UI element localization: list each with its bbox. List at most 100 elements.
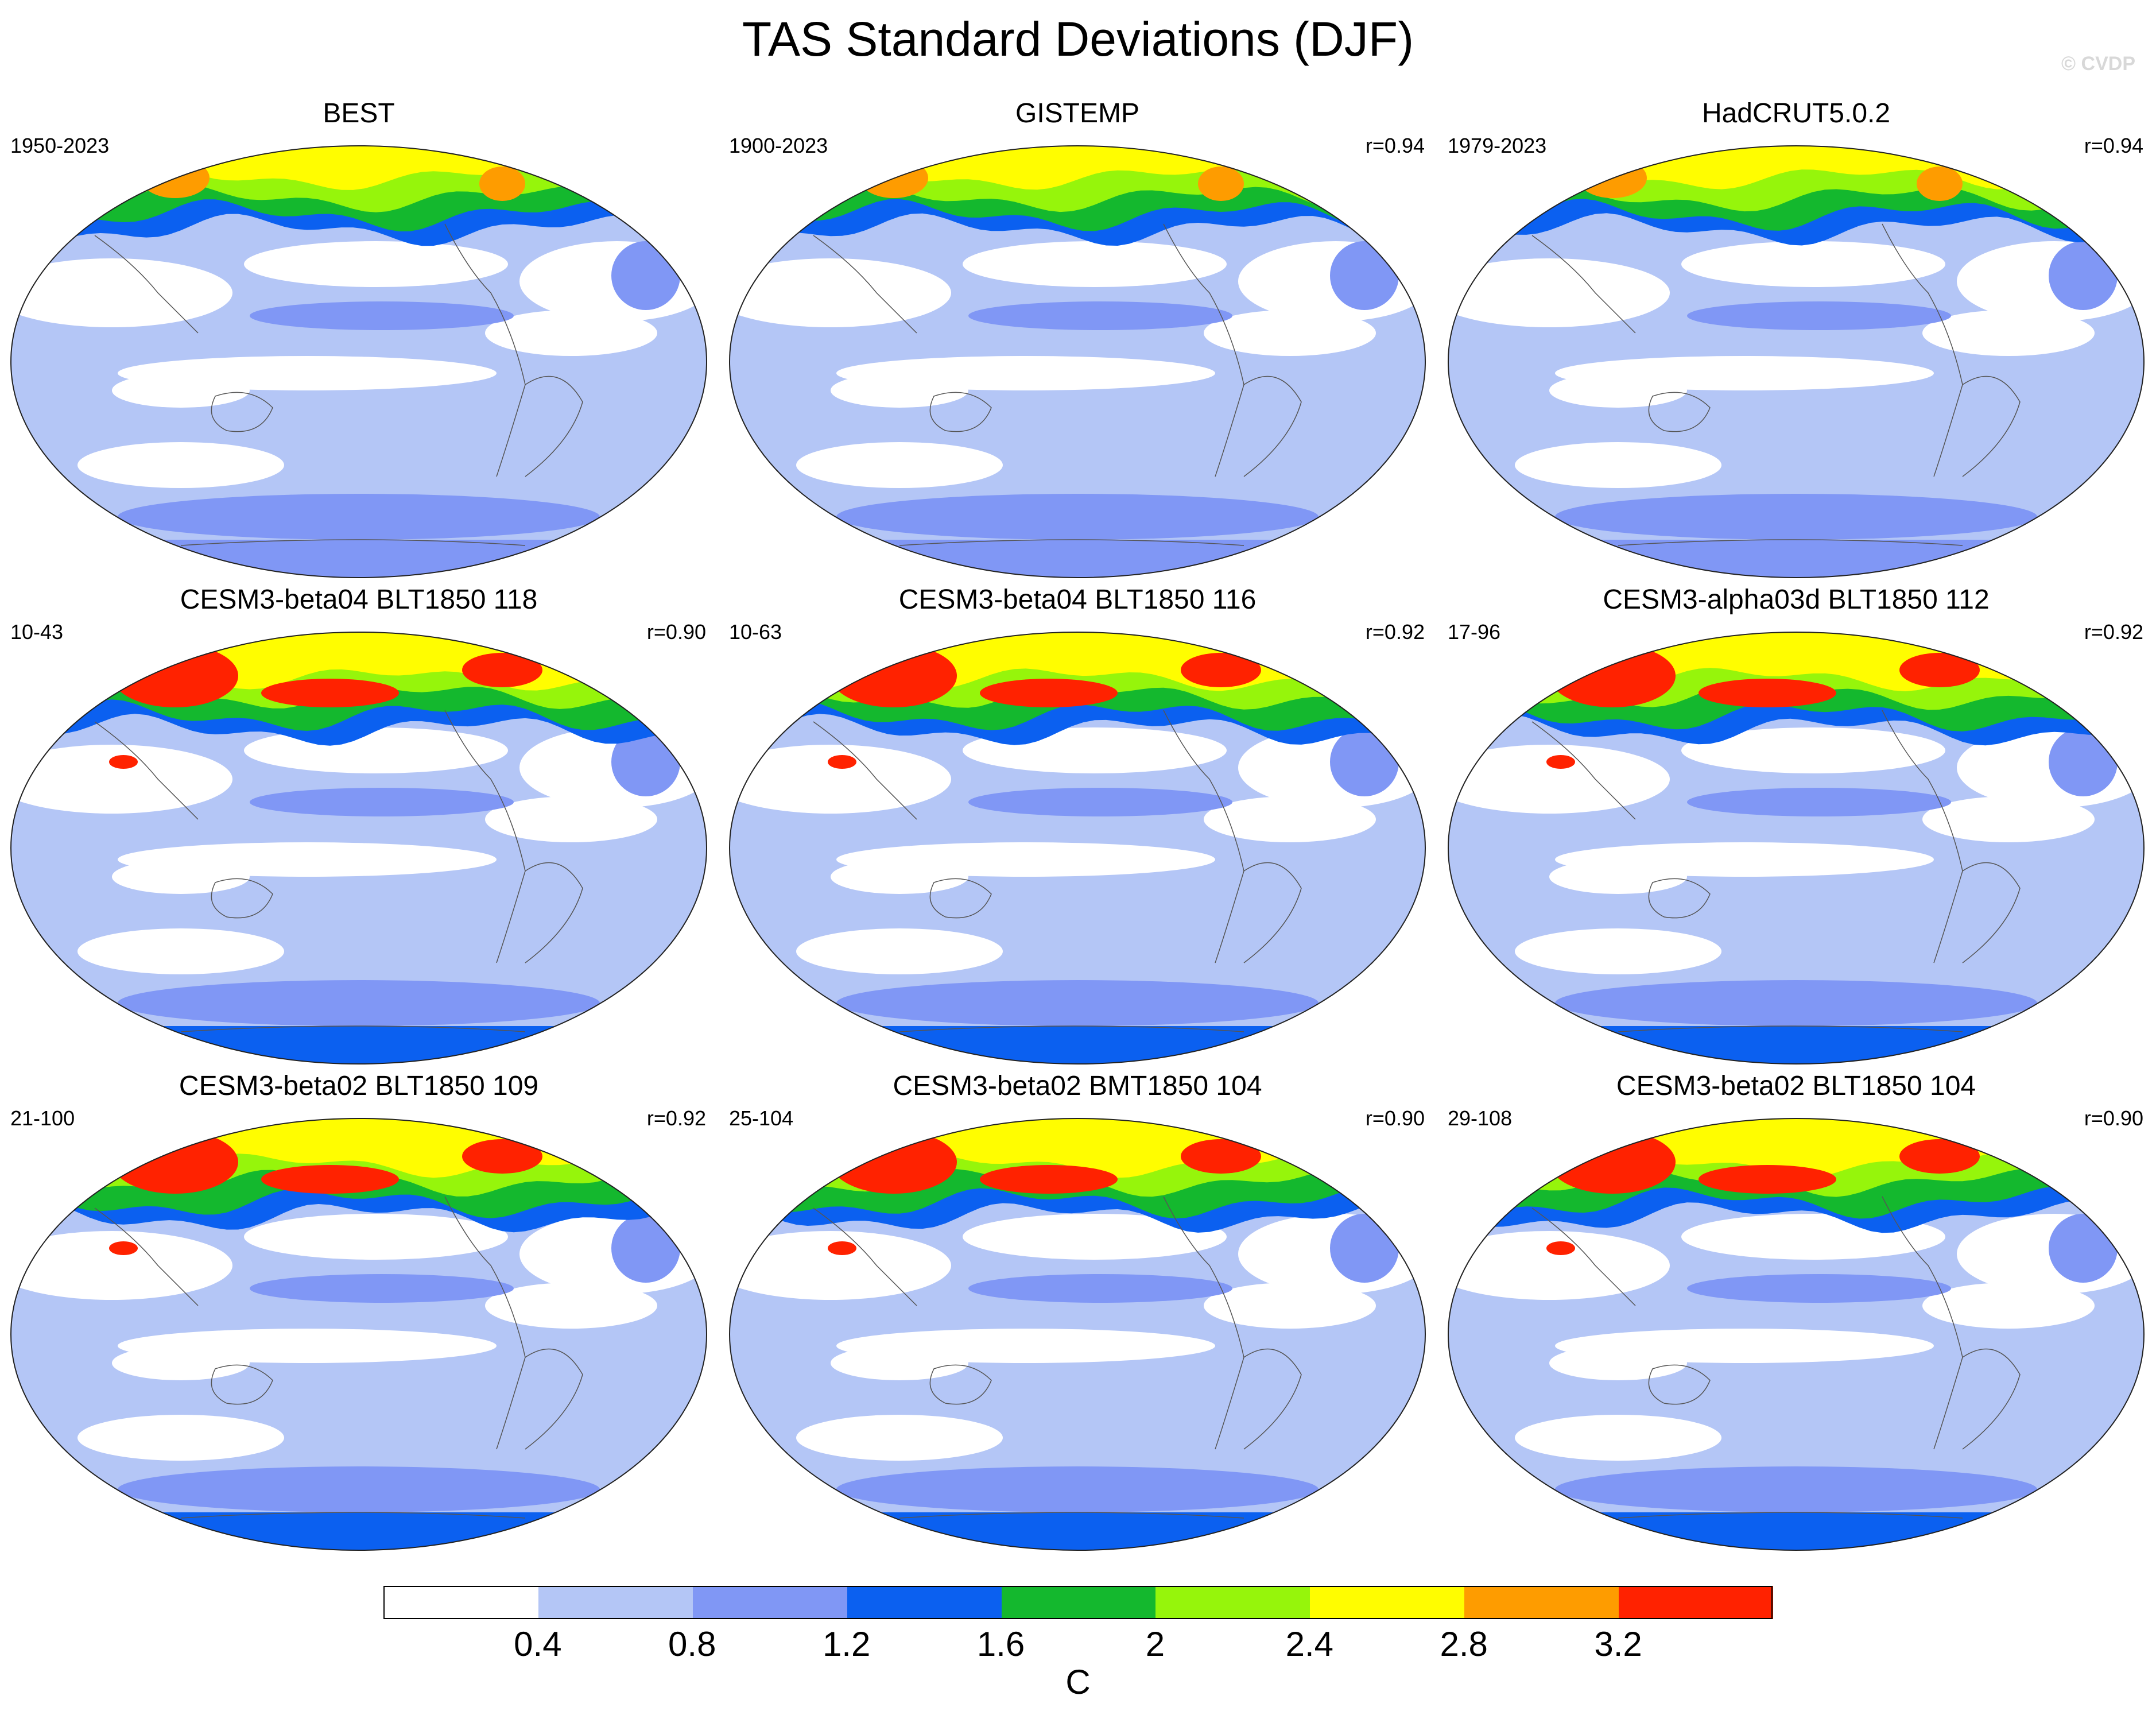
low-variance-region — [485, 796, 657, 842]
contour-region — [1448, 540, 2144, 578]
low-variance-region — [1549, 860, 1687, 894]
panel-years: 10-63 — [729, 620, 782, 644]
panel-years: 10-43 — [10, 620, 64, 644]
hotspot-region — [112, 1131, 238, 1194]
coastline — [1648, 1364, 1711, 1405]
coastline — [525, 862, 583, 963]
map-border — [10, 145, 707, 578]
contour-region — [118, 1466, 600, 1512]
coastline — [444, 1196, 526, 1450]
contour-region — [1448, 1026, 2144, 1064]
colorbar-swatch — [1155, 1586, 1310, 1619]
world-map — [1448, 632, 2145, 1064]
hotspot-region — [1917, 167, 1963, 201]
low-variance-region — [1515, 442, 1721, 488]
coastline — [813, 721, 917, 820]
panel-years: 29-108 — [1448, 1106, 1513, 1130]
panel-correlation: r=0.90 — [646, 620, 706, 644]
colorbar-tick-label: 2.8 — [1440, 1625, 1488, 1663]
coastline — [1531, 721, 1636, 820]
world-map — [1448, 1118, 2145, 1551]
low-variance-region — [831, 373, 968, 408]
coastline — [211, 392, 273, 432]
low-variance-region — [730, 258, 951, 327]
low-variance-region — [1204, 1283, 1376, 1329]
coastline — [180, 1025, 526, 1032]
panel-correlation: r=0.94 — [2084, 134, 2143, 157]
panel-title: CESM3-beta02 BLT1850 104 — [1616, 1071, 1976, 1101]
figure-title: TAS Standard Deviations (DJF) — [742, 12, 1414, 66]
map-panel-best: BEST 1950-2023 — [0, 96, 718, 584]
panel-correlation: r=0.92 — [2084, 620, 2143, 644]
low-variance-region — [1549, 1346, 1687, 1380]
map-border — [729, 632, 1426, 1064]
hotspot-region — [109, 755, 138, 769]
coastline — [444, 223, 526, 477]
low-variance-region — [730, 745, 951, 814]
map-panel-beta02-blt-109: CESM3-beta02 BLT1850 109 21-100 r=0.92 — [0, 1069, 718, 1557]
colorbar-swatch — [846, 1586, 1002, 1619]
low-variance-region — [1448, 745, 1670, 814]
hotspot-region — [828, 1241, 856, 1255]
map-field — [1448, 146, 2144, 578]
coastline — [813, 1207, 917, 1306]
panel-years: 21-100 — [10, 1106, 75, 1130]
coastline — [899, 1512, 1244, 1519]
hotspot-region — [1546, 755, 1575, 769]
hotspot-region — [1546, 1241, 1575, 1255]
low-variance-region — [1515, 1415, 1721, 1461]
panel-years: 17-96 — [1448, 620, 1501, 644]
low-variance-region — [112, 1346, 250, 1380]
colorbar-tick-label: 1.2 — [822, 1625, 871, 1663]
colorbar-unit-label: C — [1065, 1663, 1091, 1701]
low-variance-region — [796, 928, 1003, 974]
enso-region — [1687, 788, 1951, 816]
hotspot-region — [479, 167, 525, 201]
colorbar-swatch — [692, 1586, 847, 1619]
coastline — [1648, 392, 1711, 432]
hotspot-region — [831, 1131, 957, 1194]
world-map — [729, 145, 1426, 578]
low-variance-region — [1204, 796, 1376, 842]
low-variance-region — [831, 860, 968, 894]
coastline — [929, 1364, 992, 1405]
coastline — [1962, 376, 2021, 477]
colorbar-tick-label: 2 — [1145, 1625, 1165, 1663]
map-border — [729, 1118, 1426, 1551]
coastline — [1618, 1512, 1963, 1519]
contour-region — [1555, 980, 2037, 1026]
map-panel-gistemp: GISTEMP 1900-2023 r=0.94 — [719, 96, 1436, 584]
hotspot-region — [1549, 644, 1676, 707]
map-panel-hadcrut: HadCRUT5.0.2 1979-2023 r=0.94 — [1437, 96, 2155, 584]
colorbar-tick-label: 0.8 — [668, 1625, 716, 1663]
panel-correlation: r=0.90 — [2084, 1106, 2143, 1130]
contour-region — [836, 494, 1319, 540]
panel-title: CESM3-beta02 BMT1850 104 — [893, 1071, 1262, 1101]
panel-title: CESM3-beta04 BLT1850 118 — [180, 584, 538, 615]
coastline — [1243, 1348, 1302, 1450]
map-field — [11, 632, 707, 1064]
contour-region — [11, 146, 707, 190]
panel-correlation: r=0.92 — [1365, 620, 1425, 644]
hotspot-region — [462, 653, 542, 687]
hotspot-region — [828, 755, 856, 769]
coastline — [1243, 376, 1302, 477]
panel-years: 1979-2023 — [1448, 134, 1547, 157]
panel-correlation: r=0.92 — [646, 1106, 706, 1130]
contour-region — [2049, 727, 2118, 796]
enso-region — [968, 1274, 1232, 1303]
low-variance-region — [112, 373, 250, 408]
low-variance-region — [244, 241, 508, 287]
coastline — [180, 1512, 526, 1519]
coastline — [525, 376, 583, 477]
coastline — [1648, 878, 1711, 919]
hotspot-region — [831, 644, 957, 707]
low-variance-region — [963, 241, 1227, 287]
coastline — [1962, 862, 2021, 963]
coastline — [444, 710, 526, 963]
coastline — [94, 721, 199, 820]
map-panel-beta04-116: CESM3-beta04 BLT1850 116 10-63 r=0.92 — [719, 583, 1436, 1071]
low-variance-region — [77, 928, 284, 974]
enso-region — [250, 1274, 514, 1303]
world-map — [10, 1118, 707, 1551]
